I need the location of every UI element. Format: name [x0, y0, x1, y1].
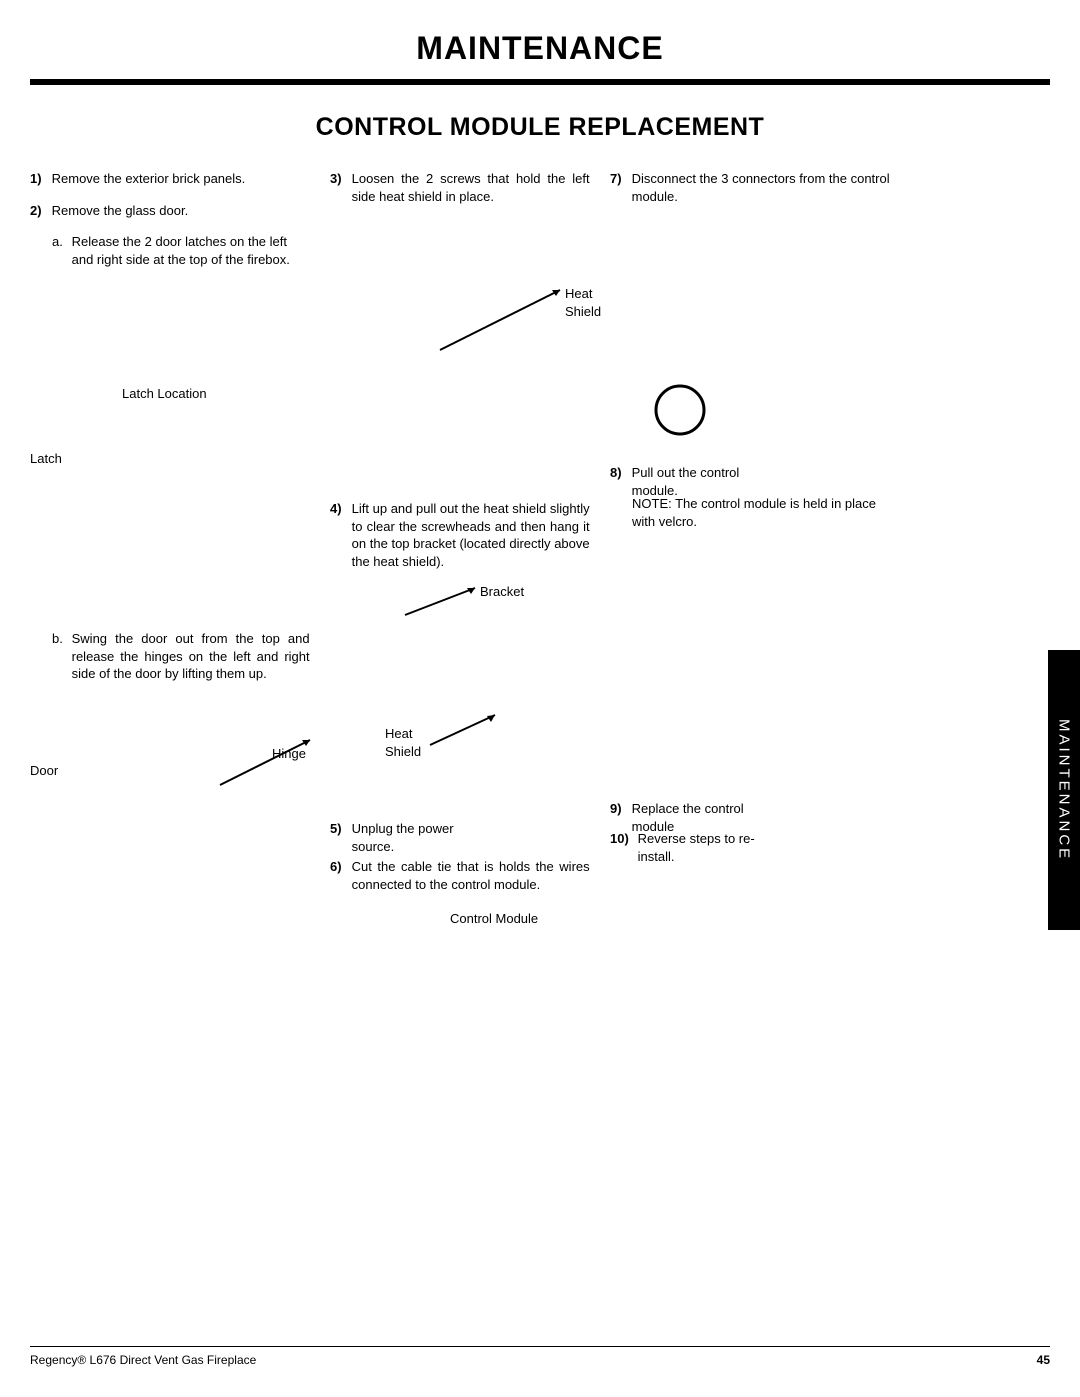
heat-shield-label: Heat Shield	[565, 285, 601, 320]
step-text: Remove the glass door.	[52, 202, 310, 220]
heat-shield-diagram-1	[430, 280, 580, 360]
step-number: 5)	[330, 820, 348, 838]
substep-a: a. Release the 2 door latches on the lef…	[52, 233, 310, 268]
footer-rule	[30, 1346, 1050, 1347]
step-number: 6)	[330, 858, 348, 876]
step-number: 10)	[610, 830, 634, 848]
step-text: Loosen the 2 screws that hold the left s…	[352, 170, 590, 205]
step-text: Reverse steps to re-install.	[638, 830, 792, 865]
step-text: Cut the cable tie that is holds the wire…	[352, 858, 590, 893]
step-text: Pull out the control module.	[632, 464, 789, 499]
step-8: 8) Pull out the control module.	[610, 464, 789, 499]
thick-rule	[30, 79, 1050, 85]
side-tab: MAINTENANCE	[1048, 650, 1080, 930]
page-title: MAINTENANCE	[30, 30, 1050, 67]
heat-shield-label-2: Heat Shield	[385, 725, 421, 760]
step-number: 8)	[610, 464, 628, 482]
substep-label: a.	[52, 233, 68, 251]
step-number: 1)	[30, 170, 48, 188]
step-number: 4)	[330, 500, 348, 518]
step-6: 6) Cut the cable tie that is holds the w…	[330, 858, 590, 893]
step-number: 7)	[610, 170, 628, 188]
section-title: CONTROL MODULE REPLACEMENT	[30, 113, 1050, 142]
step-1: 1) Remove the exterior brick panels.	[30, 170, 310, 188]
control-module-label: Control Module	[450, 910, 538, 928]
columns: 1) Remove the exterior brick panels. 2) …	[30, 170, 1050, 1250]
substep-text: Swing the door out from the top and rele…	[72, 630, 310, 683]
footer: Regency® L676 Direct Vent Gas Fireplace …	[30, 1346, 1050, 1367]
step-number: 3)	[330, 170, 348, 188]
column-2: 3) Loosen the 2 screws that hold the lef…	[330, 170, 590, 219]
hinge-label: Hinge	[272, 745, 306, 763]
hinge-diagram	[210, 730, 330, 790]
step-text: Remove the exterior brick panels.	[52, 170, 310, 188]
step-text: Unplug the power source.	[352, 820, 500, 855]
step-10: 10) Reverse steps to re-install.	[610, 830, 792, 865]
page-number: 45	[1037, 1353, 1050, 1367]
step-text: Lift up and pull out the heat shield sli…	[352, 500, 590, 570]
step-number: 9)	[610, 800, 628, 818]
step-3: 3) Loosen the 2 screws that hold the lef…	[330, 170, 590, 205]
note-text: NOTE: The control module is held in plac…	[632, 495, 882, 530]
page: MAINTENANCE CONTROL MODULE REPLACEMENT 1…	[30, 30, 1050, 1367]
heat-shield-diagram-2	[420, 710, 510, 750]
substep-b: b. Swing the door out from the top and r…	[52, 630, 310, 683]
step-4: 4) Lift up and pull out the heat shield …	[330, 500, 590, 570]
step-7: 7) Disconnect the 3 connectors from the …	[610, 170, 890, 205]
substep-label: b.	[52, 630, 68, 648]
door-label: Door	[30, 762, 58, 780]
step-text: Disconnect the 3 connectors from the con…	[632, 170, 890, 205]
column-1: 1) Remove the exterior brick panels. 2) …	[30, 170, 310, 278]
step-5: 5) Unplug the power source.	[330, 820, 500, 855]
substep-text: Release the 2 door latches on the left a…	[72, 233, 310, 268]
connector-circle	[650, 380, 710, 440]
latch-label: Latch	[30, 450, 62, 468]
bracket-label: Bracket	[480, 583, 524, 601]
column-3: 7) Disconnect the 3 connectors from the …	[610, 170, 890, 219]
latch-location-label: Latch Location	[122, 385, 207, 403]
step-number: 2)	[30, 202, 48, 220]
step-2: 2) Remove the glass door.	[30, 202, 310, 220]
footer-product: Regency® L676 Direct Vent Gas Fireplace	[30, 1353, 256, 1367]
